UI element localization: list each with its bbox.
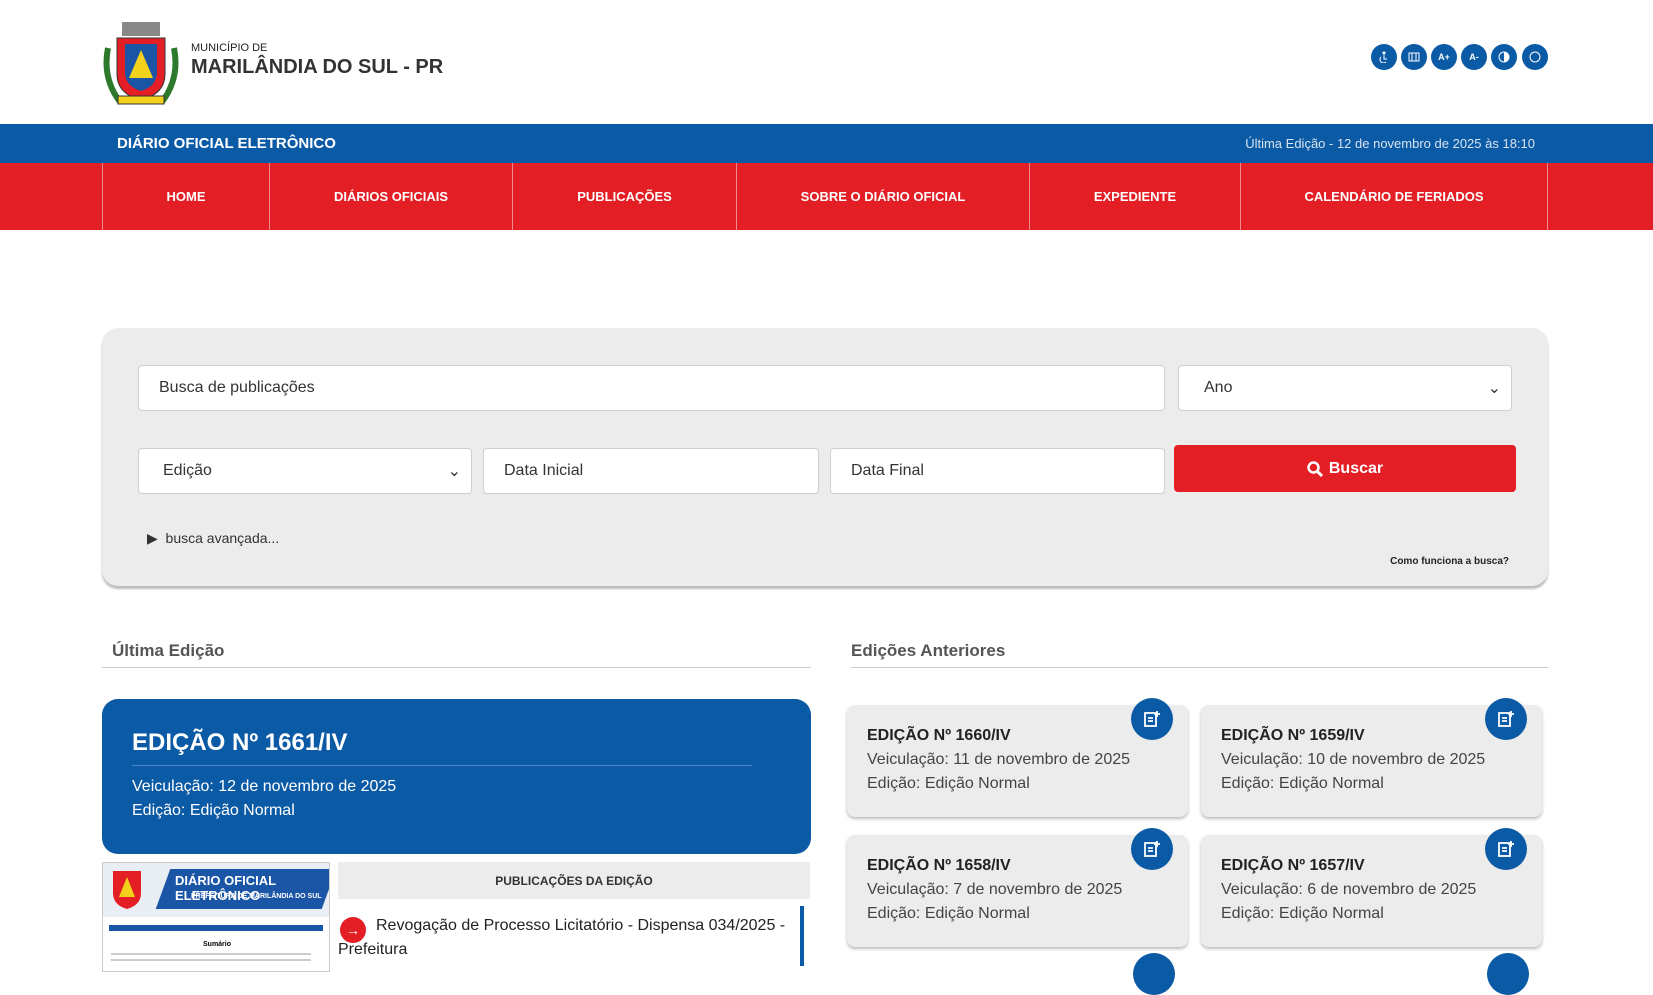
- edition-icon[interactable]: [1485, 698, 1527, 740]
- latest-date: Veiculação: 12 de novembro de 2025: [132, 778, 397, 795]
- year-select[interactable]: Ano ⌄: [1178, 365, 1512, 411]
- publication-title[interactable]: Revogação de Processo Licitatório - Disp…: [338, 917, 786, 958]
- divider: [132, 765, 752, 766]
- thumb-title: DIÁRIO OFICIAL ELETRÔNICO: [175, 873, 276, 903]
- edition-icon[interactable]: [1131, 828, 1173, 870]
- advanced-search[interactable]: ▶ busca avançada...: [147, 530, 280, 546]
- top-bar: DIÁRIO OFICIAL ELETRÔNICO Última Edição …: [0, 124, 1653, 163]
- publications-heading: PUBLICAÇÕES DA EDIÇÃO: [338, 862, 810, 899]
- edition-select[interactable]: Edição ⌄: [138, 448, 472, 494]
- latest-title: EDIÇÃO Nº 1661/IV: [132, 729, 348, 756]
- search-panel: Busca de publicações Ano ⌄ Edição ⌄ Data I…: [102, 328, 1548, 586]
- edition-date: Veiculação: 10 de novembro de 2025: [1221, 751, 1486, 768]
- search-button[interactable]: Buscar: [1174, 445, 1516, 492]
- end-date[interactable]: Data Final: [830, 448, 1165, 494]
- edition-kind: Edição: Edição Normal: [1221, 905, 1384, 922]
- thumb-subtitle: PREFEITURA DE MARILÂNDIA DO SUL: [191, 893, 322, 900]
- page: {"header": {"municipality_prefix": "MUNI…: [0, 18, 1653, 995]
- nav-item[interactable]: HOME: [102, 163, 269, 230]
- scrollbar: [800, 906, 804, 966]
- search-button-label: Buscar: [1328, 459, 1384, 477]
- edition-thumbnail[interactable]: DIÁRIO OFICIAL ELETRÔNICO PREFEITURA DE …: [102, 862, 330, 972]
- municipality-prefix: MUNICÍPIO DE: [191, 42, 268, 54]
- main-nav: HOME DIÁRIOS OFICIAIS PUBLICAÇÕES SOBRE O D…: [0, 163, 1653, 230]
- thumb-summary: Sumário: [203, 941, 232, 948]
- font-increase[interactable]: A+: [1431, 44, 1457, 70]
- nav-item[interactable]: DIÁRIOS OFICIAIS: [269, 163, 512, 230]
- nav-item[interactable]: PUBLICAÇÕES: [512, 163, 736, 230]
- edition-kind: Edição: Edição Normal: [1221, 775, 1384, 792]
- edition-kind: Edição: Edição Normal: [867, 905, 1030, 922]
- edition-label: Edição: [163, 462, 212, 479]
- nav-item[interactable]: CALENDÁRIO DE FERIADOS: [1240, 163, 1548, 230]
- edition-title: EDIÇÃO Nº 1659/IV: [1221, 727, 1365, 744]
- municipality: MARILÂNDIA DO SUL - PR: [191, 56, 444, 78]
- publication-icon: →: [340, 917, 366, 943]
- font-decrease[interactable]: A-: [1461, 44, 1487, 70]
- edition-title: EDIÇÃO Nº 1657/IV: [1221, 857, 1365, 874]
- accessibility-icon[interactable]: [1371, 44, 1397, 70]
- reset-toggle[interactable]: [1522, 44, 1548, 70]
- bar-title: DIÁRIO OFICIAL ELETRÔNICO: [117, 135, 336, 152]
- edition-title: EDIÇÃO Nº 1658/IV: [867, 857, 1011, 874]
- year-label: Ano: [1204, 379, 1233, 396]
- nav-item[interactable]: SOBRE O DIÁRIO OFICIAL: [736, 163, 1029, 230]
- last-edition: Última Edição - 12 de novembro de 2025 à…: [1245, 136, 1535, 151]
- edition-kind: Edição: Edição Normal: [867, 775, 1030, 792]
- search-input[interactable]: Busca de publicações: [138, 365, 1165, 411]
- latest-kind: Edição: Edição Normal: [132, 802, 295, 819]
- latest-edition-card[interactable]: EDIÇÃO Nº 1661/IV Veiculação: 12 de nove…: [102, 699, 811, 854]
- edition-icon[interactable]: [1485, 828, 1527, 870]
- advanced-label: busca avançada...: [165, 530, 280, 546]
- logo[interactable]: [100, 18, 182, 106]
- section-heading: Edições Anteriores: [851, 641, 1006, 660]
- nav-item[interactable]: EXPEDIENTE: [1029, 163, 1240, 230]
- edition-date: Veiculação: 11 de novembro de 2025: [867, 751, 1131, 768]
- edition-title: EDIÇÃO Nº 1660/IV: [867, 727, 1011, 744]
- divider: [851, 667, 1548, 668]
- edition-icon[interactable]: [1133, 953, 1175, 995]
- edition-date: Veiculação: 6 de novembro de 2025: [1221, 881, 1477, 898]
- start-date[interactable]: Data Inicial: [483, 448, 819, 494]
- edition-icon[interactable]: [1131, 698, 1173, 740]
- section-heading: Última Edição: [112, 641, 225, 660]
- libras-icon[interactable]: [1401, 44, 1427, 70]
- contrast-toggle[interactable]: [1491, 44, 1517, 70]
- edition-icon[interactable]: [1487, 953, 1529, 995]
- divider: [102, 667, 811, 668]
- edition-date: Veiculação: 7 de novembro de 2025: [867, 881, 1123, 898]
- search-help[interactable]: Como funciona a busca?: [1390, 556, 1509, 567]
